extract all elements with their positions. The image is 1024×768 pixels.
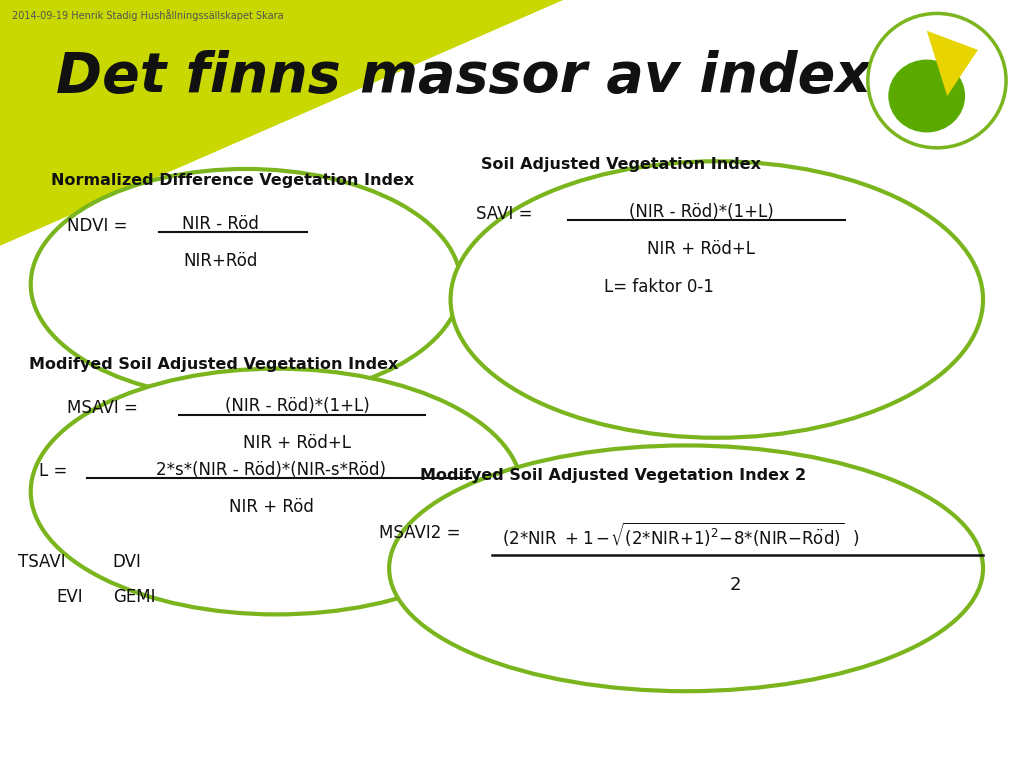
Polygon shape [0, 0, 563, 246]
Text: MSAVI =: MSAVI = [67, 399, 137, 417]
Ellipse shape [868, 14, 1006, 147]
Text: Modifyed Soil Adjusted Vegetation Index: Modifyed Soil Adjusted Vegetation Index [29, 357, 398, 372]
Ellipse shape [31, 369, 522, 614]
Text: DVI: DVI [113, 553, 141, 571]
Text: NIR + Röd: NIR + Röd [229, 498, 313, 515]
Text: (NIR - Röd)*(1+L): (NIR - Röd)*(1+L) [224, 397, 370, 415]
Text: 2014-09-19 Henrik Stadig Hushållningssällskapet Skara: 2014-09-19 Henrik Stadig Hushållningssäl… [12, 9, 284, 22]
Text: Soil Adjusted Vegetation Index: Soil Adjusted Vegetation Index [481, 157, 761, 173]
Polygon shape [927, 31, 978, 96]
Text: L =: L = [39, 462, 68, 480]
Text: NIR + Röd+L: NIR + Röd+L [243, 434, 351, 452]
Text: $\mathregular{(2{*}NIR\ +1-\!\sqrt{(2{*}NIR{+}1)^2\!-\!8{*}(NIR{-}R\ddot{o}d)}}$: $\mathregular{(2{*}NIR\ +1-\!\sqrt{(2{*}… [502, 521, 860, 549]
Text: NDVI =: NDVI = [67, 217, 127, 234]
Text: NIR+Röd: NIR+Röd [183, 252, 257, 270]
Text: NIR + Röd+L: NIR + Röd+L [647, 240, 756, 257]
Ellipse shape [451, 161, 983, 438]
Text: Det finns massor av index: Det finns massor av index [56, 50, 871, 104]
Text: (NIR - Röd)*(1+L): (NIR - Röd)*(1+L) [629, 203, 774, 220]
Text: TSAVI: TSAVI [18, 553, 67, 571]
Text: Normalized Difference Vegetation Index: Normalized Difference Vegetation Index [51, 173, 415, 188]
Text: 2*s*(NIR - Röd)*(NIR-s*Röd): 2*s*(NIR - Röd)*(NIR-s*Röd) [157, 461, 386, 478]
Text: Modifyed Soil Adjusted Vegetation Index 2: Modifyed Soil Adjusted Vegetation Index … [420, 468, 806, 484]
Text: NIR - Röd: NIR - Röd [181, 215, 259, 233]
Text: MSAVI2 =: MSAVI2 = [379, 524, 461, 541]
Text: GEMI: GEMI [113, 588, 156, 605]
Ellipse shape [889, 60, 965, 133]
Text: 2: 2 [729, 576, 741, 594]
Text: SAVI =: SAVI = [476, 205, 532, 223]
Ellipse shape [31, 169, 461, 399]
Ellipse shape [389, 445, 983, 691]
Text: L= faktor 0-1: L= faktor 0-1 [604, 278, 714, 296]
Text: EVI: EVI [56, 588, 83, 605]
